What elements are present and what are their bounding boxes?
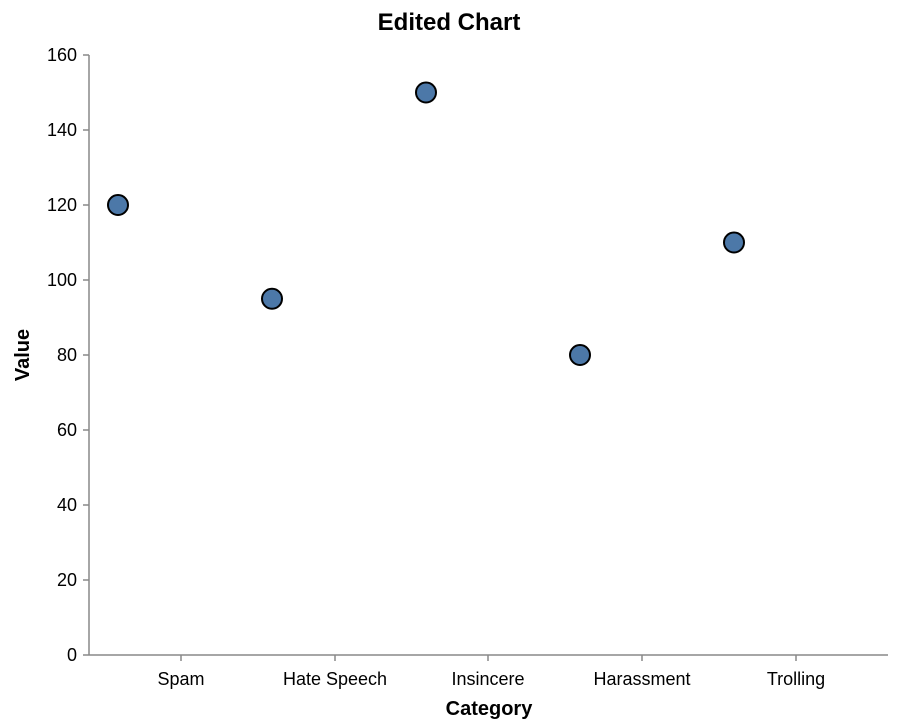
y-tick-label: 140 xyxy=(47,120,77,140)
chart-title: Edited Chart xyxy=(378,9,521,36)
x-tick-label: Hate Speech xyxy=(283,669,387,689)
y-tick-label: 160 xyxy=(47,45,77,65)
y-tick-label: 100 xyxy=(47,270,77,290)
y-tick-label: 60 xyxy=(57,420,77,440)
data-points xyxy=(107,81,745,366)
data-point xyxy=(261,287,283,310)
data-point xyxy=(569,344,591,366)
y-tick-label: 120 xyxy=(47,195,77,215)
y-axis: 0 20 40 60 80 100 120 140 160 xyxy=(47,45,90,665)
x-tick-label: Harassment xyxy=(593,669,690,689)
x-axis-title: Category xyxy=(446,698,534,720)
y-tick-label: 0 xyxy=(67,645,77,665)
data-point xyxy=(723,231,745,254)
y-axis-title: Value xyxy=(12,329,34,381)
y-tick-label: 20 xyxy=(57,570,77,590)
x-tick-label: Insincere xyxy=(451,669,524,689)
y-tick-label: 80 xyxy=(57,345,77,365)
data-point xyxy=(415,81,437,104)
x-tick-label: Spam xyxy=(157,669,204,689)
data-point xyxy=(107,194,129,216)
y-tick-label: 40 xyxy=(57,495,77,515)
x-tick-label: Trolling xyxy=(767,669,825,689)
x-axis: Spam Hate Speech Insincere Harassment Trolli… xyxy=(89,654,888,689)
